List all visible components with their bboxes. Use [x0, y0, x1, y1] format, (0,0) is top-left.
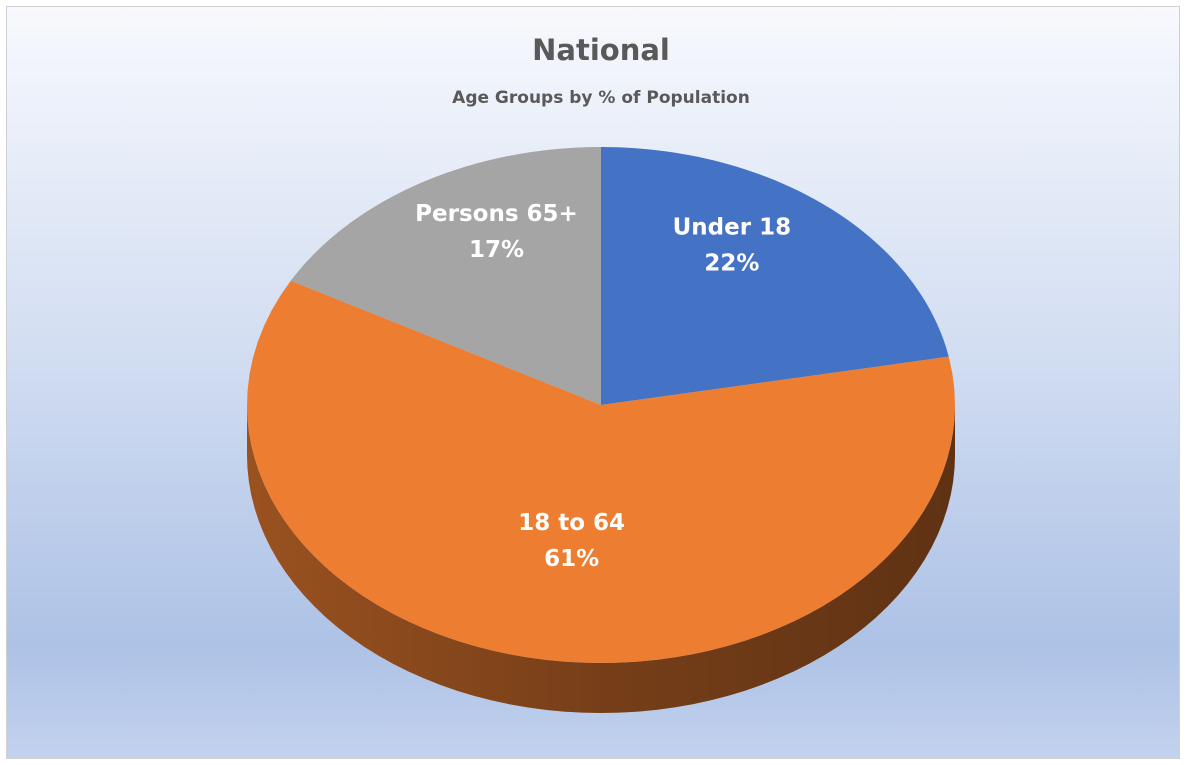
data-label: Persons 65+ 17%: [415, 201, 578, 263]
chart-title: National: [532, 33, 670, 67]
data-label-value: 17%: [469, 237, 524, 263]
pie: Under 18 22% 18 to 64 61% Persons 65+ 17%: [247, 147, 955, 713]
slice: [290, 147, 601, 405]
slice: [601, 147, 949, 405]
data-label-category: Under 18: [673, 214, 791, 240]
slice-side-shade: [247, 405, 955, 713]
chart-subtitle: Age Groups by % of Population: [452, 88, 750, 108]
data-label: 18 to 64 61%: [518, 510, 625, 572]
data-label-value: 61%: [544, 546, 599, 572]
data-label: Under 18 22%: [673, 214, 791, 276]
data-label-category: 18 to 64: [518, 510, 625, 536]
data-label-category: Persons 65+: [415, 201, 578, 227]
data-label-value: 22%: [704, 250, 759, 276]
slice: [247, 280, 955, 663]
